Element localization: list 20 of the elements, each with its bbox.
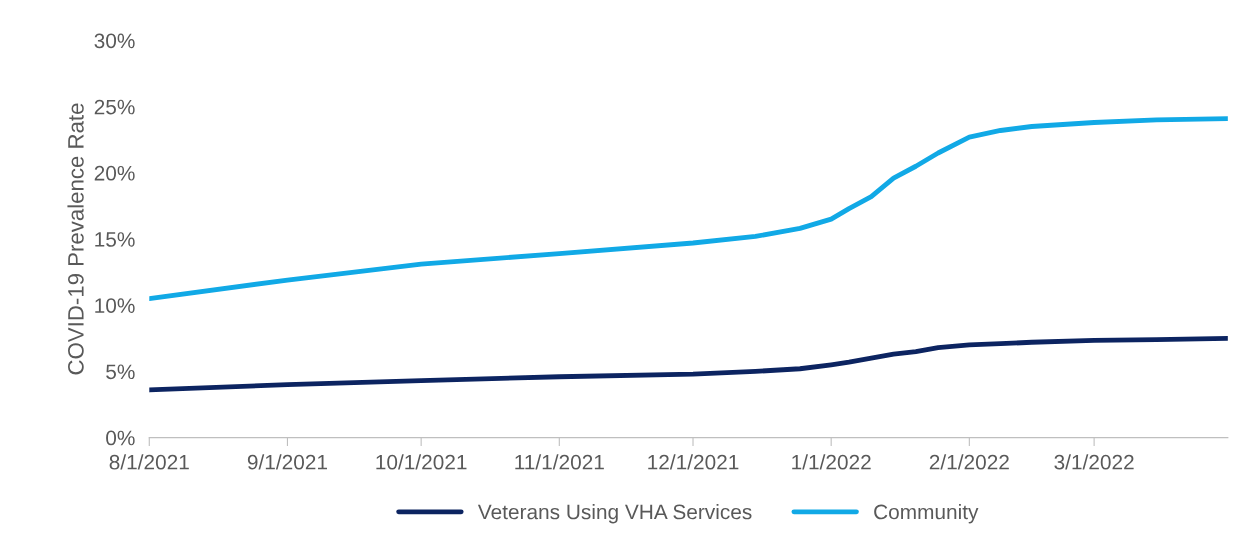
y-tick-label: 0% (106, 430, 135, 446)
x-tick-label: 9/1/2021 (247, 454, 327, 470)
x-tick-label: 1/1/2022 (792, 454, 871, 470)
x-tick-label: 12/1/2021 (648, 454, 739, 470)
x-tick-label: 8/1/2021 (109, 454, 189, 470)
y-tick-label: 25% (94, 99, 135, 115)
x-tick-label: 11/1/2021 (515, 454, 604, 470)
x-tick-label: 10/1/2021 (376, 454, 467, 470)
x-tick-label: 2/1/2022 (929, 454, 1009, 470)
y-tick-label: 20% (94, 165, 135, 181)
y-axis-title: COVID-19 Prevalence Rate (67, 103, 84, 375)
y-tick-label: 10% (95, 298, 135, 313)
line-series (149, 116, 1228, 302)
legend-label: Veterans Using VHA Services (477, 504, 752, 524)
y-tick-label: 5% (106, 364, 135, 380)
line-series (149, 335, 1228, 393)
y-tick-label: 15% (95, 232, 135, 247)
legend-label: Community (874, 504, 979, 524)
y-tick-label: 30% (94, 33, 135, 49)
x-tick-label: 3/1/2022 (1054, 454, 1134, 470)
